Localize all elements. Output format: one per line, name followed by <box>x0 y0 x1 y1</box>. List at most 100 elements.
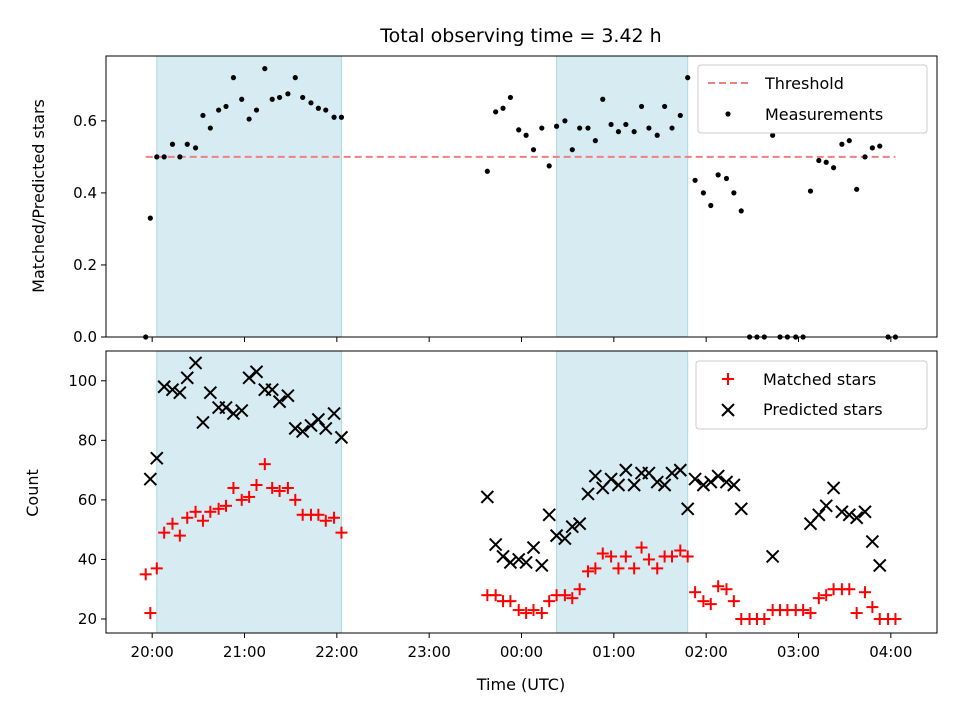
predicted-point-36-b <box>558 531 572 546</box>
matched-point-53 <box>681 550 694 563</box>
predicted-point-40-b <box>588 469 603 483</box>
matched-point-44 <box>612 562 625 575</box>
measurement-point-2 <box>154 154 160 160</box>
predicted-point-24-b <box>327 406 341 421</box>
matched-point-17 <box>266 481 279 494</box>
measurement-point-72 <box>830 165 837 171</box>
matched-point-0 <box>139 568 152 581</box>
predicted-point-13-b <box>242 371 256 385</box>
matched-point-31 <box>512 604 525 617</box>
predicted-point-1-b <box>150 451 164 465</box>
predicted-point-6-b <box>188 356 203 370</box>
bottom-shaded-interval-1 <box>556 350 689 634</box>
predicted-point-42-b <box>604 472 618 486</box>
predicted-point-59-b <box>734 502 748 516</box>
top-y-tick-label-3: 0.6 <box>73 112 97 130</box>
measurement-point-3 <box>161 154 167 160</box>
predicted-point-14 <box>249 365 264 379</box>
matched-point-33 <box>527 604 540 617</box>
predicted-point-60 <box>765 549 780 564</box>
predicted-point-44 <box>619 463 633 477</box>
measurement-point-1 <box>147 215 153 221</box>
matched-point-71 <box>820 589 833 602</box>
predicted-point-7 <box>196 415 210 430</box>
measurement-point-24 <box>323 107 329 113</box>
matched-point-25 <box>328 511 341 524</box>
top-y-axis-label: Matched/Predicted stars <box>29 99 48 293</box>
measurement-point-38 <box>569 147 575 153</box>
measurement-point-12 <box>230 75 237 81</box>
predicted-point-2 <box>157 380 171 394</box>
top-legend-frame <box>697 64 928 134</box>
top-y-tick-label-2: 0.4 <box>73 184 97 202</box>
predicted-point-57-b <box>719 475 734 489</box>
predicted-point-51-b <box>673 463 688 477</box>
predicted-point-45-b <box>627 478 641 492</box>
matched-point-55 <box>697 595 710 608</box>
predicted-point-25 <box>334 430 349 445</box>
measurement-point-9 <box>207 125 213 131</box>
measurement-point-19 <box>285 91 291 97</box>
predicted-point-40 <box>588 469 603 483</box>
measurement-point-5 <box>177 154 183 160</box>
predicted-point-7-b <box>196 415 210 430</box>
measurement-point-32 <box>523 132 529 138</box>
predicted-point-55-b <box>704 475 718 489</box>
measurement-point-27 <box>484 168 490 174</box>
predicted-point-39-b <box>581 487 595 501</box>
predicted-point-11 <box>226 406 241 421</box>
predicted-point-2-b <box>157 380 171 394</box>
predicted-point-56-b <box>711 469 725 483</box>
matched-point-77 <box>866 601 879 614</box>
matched-point-48 <box>642 553 655 566</box>
matched-point-49 <box>651 562 664 575</box>
matched-point-3 <box>158 526 171 539</box>
measurement-point-20 <box>292 75 298 81</box>
matched-point-4 <box>166 517 179 530</box>
bottom-y-tick-label-0: 20 <box>78 610 97 628</box>
matched-point-40 <box>581 565 594 578</box>
matched-point-23 <box>312 508 325 521</box>
predicted-point-13 <box>242 371 256 385</box>
predicted-point-48-b <box>650 475 664 489</box>
predicted-point-0-b <box>143 472 158 486</box>
predicted-point-32 <box>526 540 541 555</box>
measurement-point-11 <box>223 103 229 110</box>
measurement-point-42 <box>600 96 606 102</box>
predicted-point-70 <box>873 558 887 573</box>
predicted-point-3 <box>165 383 180 397</box>
predicted-point-10 <box>219 400 233 415</box>
predicted-point-69-b <box>865 534 880 549</box>
measurement-point-48 <box>646 125 652 131</box>
measurement-point-52 <box>677 112 683 119</box>
predicted-point-4-b <box>173 385 187 400</box>
measurement-point-54 <box>692 177 698 183</box>
matched-point-16 <box>258 458 271 471</box>
matched-point-30 <box>504 595 517 608</box>
predicted-point-23-b <box>319 421 333 436</box>
predicted-point-19 <box>288 421 302 436</box>
predicted-point-29-b <box>503 555 518 570</box>
measurement-point-28 <box>493 109 499 115</box>
legend-predicted-swatch <box>721 403 735 417</box>
measurement-point-77 <box>869 145 875 151</box>
predicted-point-14-b <box>249 365 264 379</box>
measurement-point-16 <box>262 66 268 72</box>
predicted-point-27-b <box>488 537 503 552</box>
bottom-y-tick-label-3: 80 <box>78 431 97 449</box>
measurement-point-26 <box>338 114 345 120</box>
predicted-point-32-b <box>526 540 541 555</box>
matched-point-51 <box>666 550 679 563</box>
predicted-point-52 <box>680 502 695 516</box>
predicted-point-5 <box>180 371 194 385</box>
predicted-point-33-b <box>535 558 549 573</box>
measurement-point-59 <box>731 190 737 196</box>
measurement-point-56 <box>708 202 714 209</box>
predicted-point-28-b <box>496 549 510 564</box>
predicted-point-29 <box>503 555 518 570</box>
matched-point-75 <box>850 607 863 620</box>
legend-measurements-label: Measurements <box>765 105 883 124</box>
bottom-x-tick-label-4: 00:00 <box>500 643 543 661</box>
measurement-point-60 <box>738 208 744 214</box>
predicted-point-67-b <box>849 511 864 525</box>
